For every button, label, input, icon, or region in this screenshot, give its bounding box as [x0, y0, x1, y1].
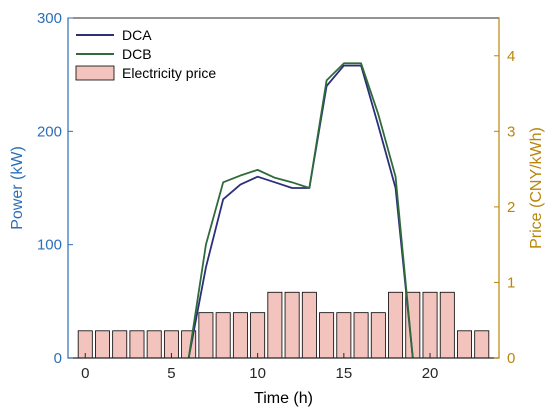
price-bar [112, 330, 128, 359]
left-y-tick-label: 300 [37, 10, 62, 27]
price-bar [422, 291, 438, 359]
price-bar [319, 312, 335, 359]
left-y-tick-label: 200 [37, 123, 62, 140]
legend-swatch-electricity-price [75, 65, 115, 81]
price-bar [457, 330, 472, 359]
x-tick-label: 0 [81, 365, 89, 382]
x-tick-label: 20 [422, 365, 439, 382]
power-lines [187, 62, 414, 359]
x-tick-label: 5 [167, 365, 175, 382]
price-bar [267, 291, 283, 359]
left-y-tick-label: 100 [37, 237, 62, 254]
price-bar [336, 312, 352, 359]
price-bar [301, 291, 317, 359]
price-bar [284, 291, 300, 359]
x-axis-title: Time (h) [254, 390, 313, 407]
price-bar [198, 312, 214, 359]
series-line-dcb [187, 62, 414, 359]
right-y-tick-label: 0 [507, 350, 515, 367]
price-bar [250, 312, 266, 359]
price-bar [439, 291, 455, 359]
price-bar [474, 330, 490, 359]
price-bar [353, 312, 369, 359]
right-y-axis-title: Price (CNY/kWh) [528, 127, 545, 249]
axes [67, 17, 500, 359]
price-bar [146, 330, 162, 359]
right-y-tick-label: 3 [507, 123, 515, 140]
price-bar [232, 312, 248, 359]
left-y-axis-title: Power (kW) [9, 146, 26, 230]
price-bar [129, 330, 145, 359]
series-line-dca [187, 64, 414, 359]
legend-label-dcb: DCB [122, 46, 152, 62]
legend-label-dca: DCA [122, 27, 152, 43]
left-y-tick-label: 0 [54, 350, 62, 367]
legend-label-electricity-price: Electricity price [122, 65, 216, 81]
price-bar [370, 312, 386, 359]
right-y-tick-label: 1 [507, 274, 515, 291]
price-bar [388, 291, 404, 359]
right-y-tick-label: 2 [507, 199, 515, 216]
price-bar [215, 312, 231, 359]
legend: DCA DCB Electricity price [75, 27, 216, 81]
right-y-tick-label: 4 [507, 48, 515, 65]
price-bars [77, 291, 490, 359]
x-tick-label: 15 [335, 365, 352, 382]
price-bar [95, 330, 110, 359]
x-tick-label: 10 [249, 365, 266, 382]
